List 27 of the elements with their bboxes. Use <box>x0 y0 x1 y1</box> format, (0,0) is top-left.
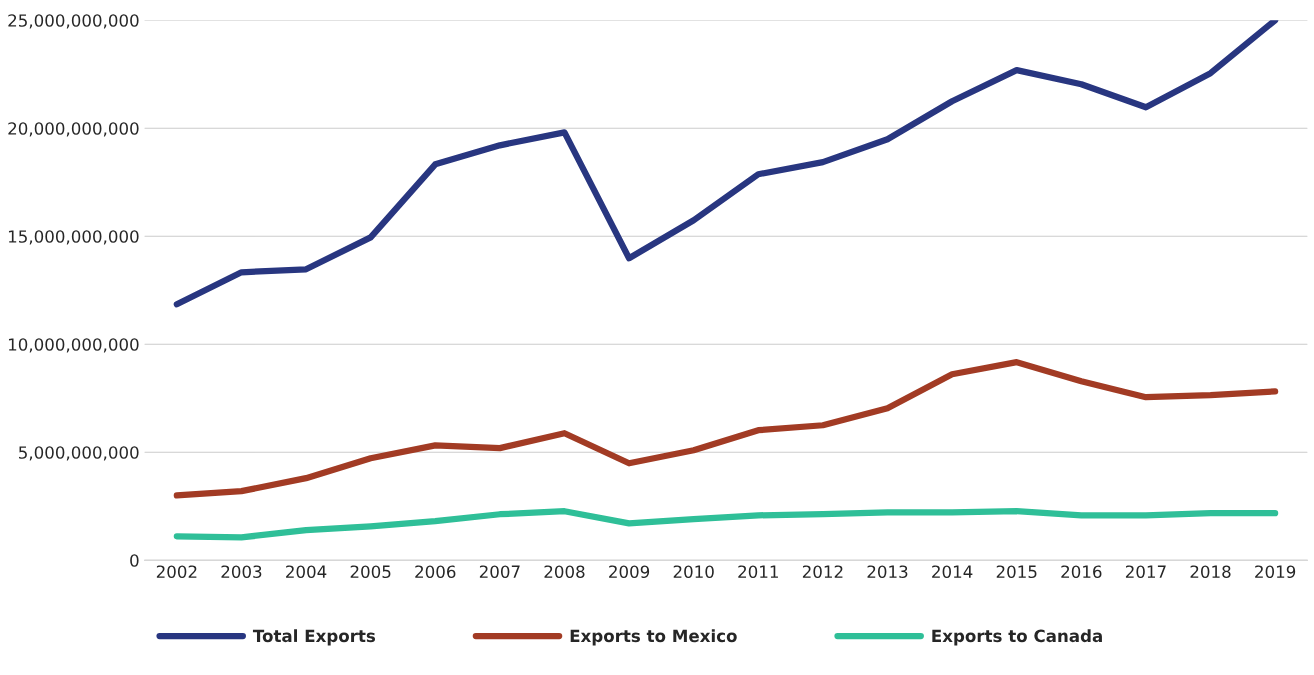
y-tick-label: 20,000,000,000 <box>8 122 139 137</box>
x-tick-label: 2019 <box>1255 565 1296 579</box>
y-tick-label: 15,000,000,000 <box>8 230 139 245</box>
x-tick-label: 2010 <box>673 565 714 579</box>
x-tick-label: 2014 <box>932 565 973 579</box>
x-tick-label: 2011 <box>738 565 778 579</box>
x-tick-label: 2007 <box>479 565 520 579</box>
x-tick-label: 2017 <box>1125 565 1166 579</box>
legend-label: Total Exports <box>252 629 376 646</box>
x-tick-label: 2003 <box>221 565 262 579</box>
x-tick-label: 2005 <box>350 565 391 579</box>
x-tick-label: 2012 <box>802 565 843 579</box>
x-tick-label: 2002 <box>156 565 197 579</box>
legend-label: Exports to Mexico <box>570 629 737 646</box>
x-tick-label: 2006 <box>415 565 456 579</box>
x-tick-label: 2008 <box>544 565 585 579</box>
x-tick-label: 2015 <box>996 565 1037 579</box>
y-tick-label: 0 <box>130 554 139 567</box>
y-tick-label: 25,000,000,000 <box>8 14 139 29</box>
x-tick-label: 2009 <box>609 565 650 579</box>
y-tick-label: 5,000,000,000 <box>19 446 139 461</box>
legend-label: Exports to Canada <box>932 629 1102 646</box>
y-tick-label: 10,000,000,000 <box>8 338 139 353</box>
x-tick-label: 2013 <box>867 565 908 579</box>
x-tick-label: 2018 <box>1190 565 1231 579</box>
x-tick-label: 2016 <box>1061 565 1102 579</box>
x-tick-label: 2004 <box>286 565 327 579</box>
